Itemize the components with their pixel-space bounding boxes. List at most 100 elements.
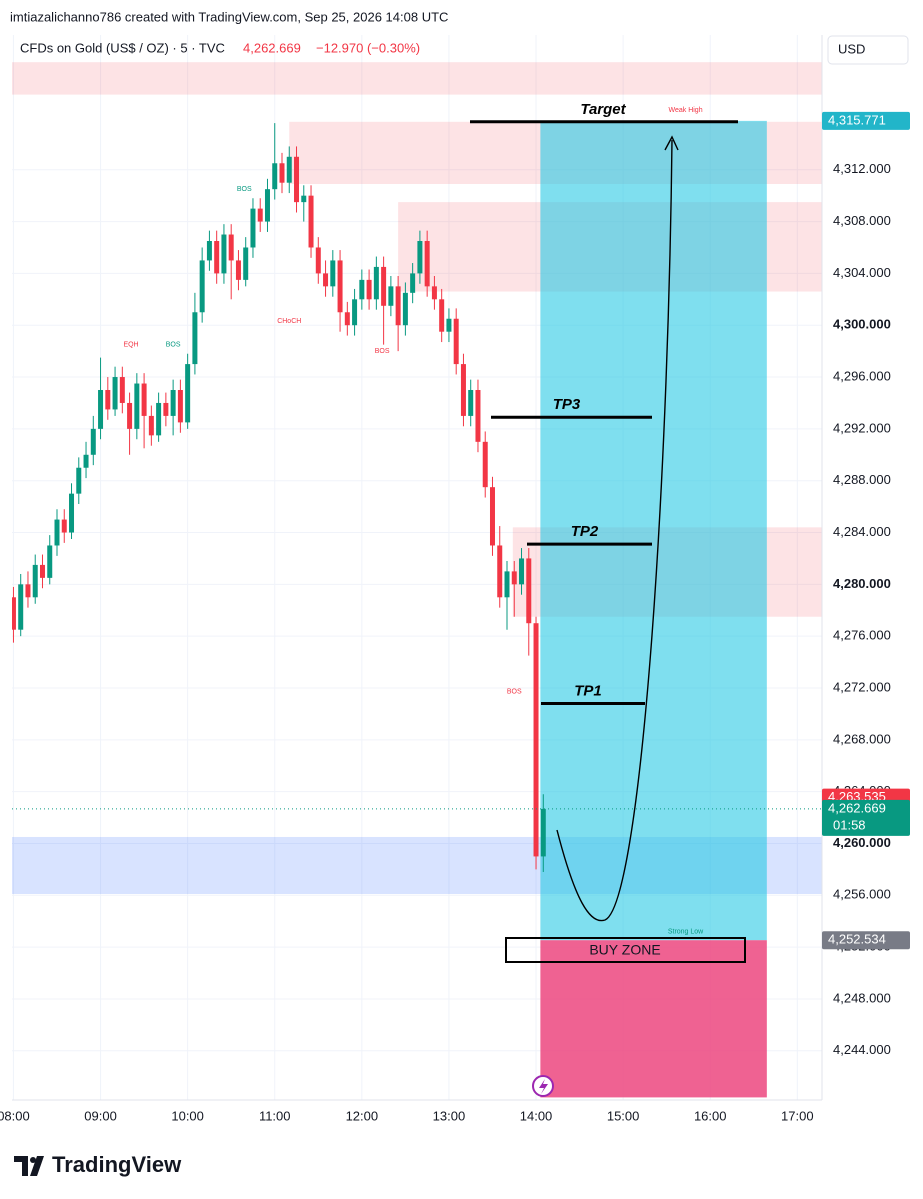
candle-body <box>359 279 365 300</box>
candle-body <box>308 195 314 248</box>
currency[interactable]: USD <box>838 41 865 56</box>
buy-zone-box <box>505 937 746 963</box>
candle-body <box>402 292 408 326</box>
loss-area <box>540 940 767 1098</box>
candle-body <box>170 390 176 416</box>
supply-demand-zone <box>12 62 822 95</box>
candle-body <box>468 390 474 416</box>
candle-body <box>156 402 162 436</box>
currency-box[interactable] <box>827 35 909 65</box>
y-tick-label: 4,296.000 <box>833 368 891 383</box>
price-tag-label: 4,252.534 <box>828 932 886 947</box>
candle-body <box>424 241 430 287</box>
candle-body <box>366 279 372 300</box>
candle-body <box>504 571 510 598</box>
y-tick-label: 4,280.000 <box>833 576 891 591</box>
candle-body <box>373 266 379 300</box>
candle-body <box>533 623 539 857</box>
candle-body <box>228 234 234 261</box>
candle-body <box>235 260 241 280</box>
candle-body <box>69 493 75 533</box>
x-tick-label: 13:00 <box>433 1108 466 1123</box>
candle-body <box>206 241 212 261</box>
candle-body <box>301 195 307 203</box>
structure-label: BOS <box>237 186 252 193</box>
price-tag <box>822 799 910 836</box>
candle-body <box>199 260 205 313</box>
candle-body <box>76 467 82 494</box>
candle-body <box>192 312 198 365</box>
y-tick-label: 4,248.000 <box>833 990 891 1005</box>
x-tick-label: 11:00 <box>259 1108 291 1123</box>
x-tick-label: 09:00 <box>84 1108 117 1123</box>
y-tick-label: 4,272.000 <box>833 679 891 694</box>
candle-body <box>417 241 423 274</box>
structure-label: BOS <box>507 689 522 696</box>
candle-body <box>163 402 169 416</box>
candle-body <box>381 266 387 306</box>
candle-body <box>185 364 191 423</box>
annotation-label: TP1 <box>574 683 602 700</box>
y-tick-label: 4,308.000 <box>833 213 891 228</box>
candle-body <box>489 487 495 546</box>
candle-body <box>431 286 437 300</box>
candle-body <box>12 597 16 630</box>
candle-body <box>148 415 154 436</box>
x-tick-label: 10:00 <box>171 1108 204 1123</box>
structure-label: Strong Low <box>668 928 704 935</box>
y-tick-label: 4,312.000 <box>833 161 891 176</box>
candle-body <box>61 519 67 533</box>
candle-body <box>410 273 416 293</box>
hand-drawn-curve <box>556 139 673 922</box>
logo: TradingView <box>14 1152 182 1177</box>
structure-label: EQH <box>123 341 138 348</box>
candle-body <box>90 428 96 455</box>
candle-body <box>134 383 140 429</box>
last-price: 4,262.669 <box>243 40 301 55</box>
candle-body <box>526 558 532 624</box>
candle-body <box>497 545 503 598</box>
arrow-head <box>664 135 679 151</box>
y-tick-label: 4,268.000 <box>833 731 891 746</box>
structure-label: BOS <box>375 348 390 355</box>
annotation-label: Target <box>580 101 626 118</box>
x-tick-label: 15:00 <box>607 1108 640 1123</box>
candle-body <box>337 260 343 313</box>
candle-body <box>439 299 445 332</box>
candle-body <box>519 558 525 585</box>
candle-body <box>453 318 459 365</box>
x-tick-label: 14:00 <box>520 1108 553 1123</box>
candle-body <box>330 260 336 287</box>
candle-body <box>32 564 38 598</box>
candle-body <box>221 234 227 274</box>
x-tick-label: 17:00 <box>781 1108 814 1123</box>
price-tag <box>822 111 910 130</box>
candle-body <box>323 273 329 287</box>
price-tag <box>822 931 910 950</box>
annotation-layer: BUY ZONE BOS EQH BOS CHoCH BOS BOS Weak High St… <box>123 101 746 963</box>
candle-body <box>54 519 60 546</box>
credit: imtiazalichanno786 created with TradingV… <box>10 9 448 24</box>
price-change: −12.970 (−0.30%) <box>316 40 420 55</box>
candle-body <box>294 156 300 203</box>
candle-body <box>250 208 256 248</box>
logo-text: TradingView <box>52 1152 182 1177</box>
candle-body <box>475 390 481 442</box>
y-tick-label: 4,288.000 <box>833 472 891 487</box>
candle-body <box>119 377 125 403</box>
candle-body <box>264 189 270 222</box>
candle-body <box>344 312 350 326</box>
profit-area <box>540 120 767 941</box>
candle-body <box>286 156 292 183</box>
candle-body <box>315 247 321 274</box>
candle-body <box>257 208 263 222</box>
candle-body <box>446 318 452 332</box>
x-tick-label: 12:00 <box>346 1108 379 1123</box>
candle-body <box>25 584 31 598</box>
structure-label: BOS <box>166 341 181 348</box>
structure-label: Weak High <box>668 107 702 114</box>
logo-dot <box>30 1157 36 1163</box>
candle-body <box>83 454 89 468</box>
candle-body <box>47 545 53 578</box>
y-tick-label: 4,292.000 <box>833 420 891 435</box>
